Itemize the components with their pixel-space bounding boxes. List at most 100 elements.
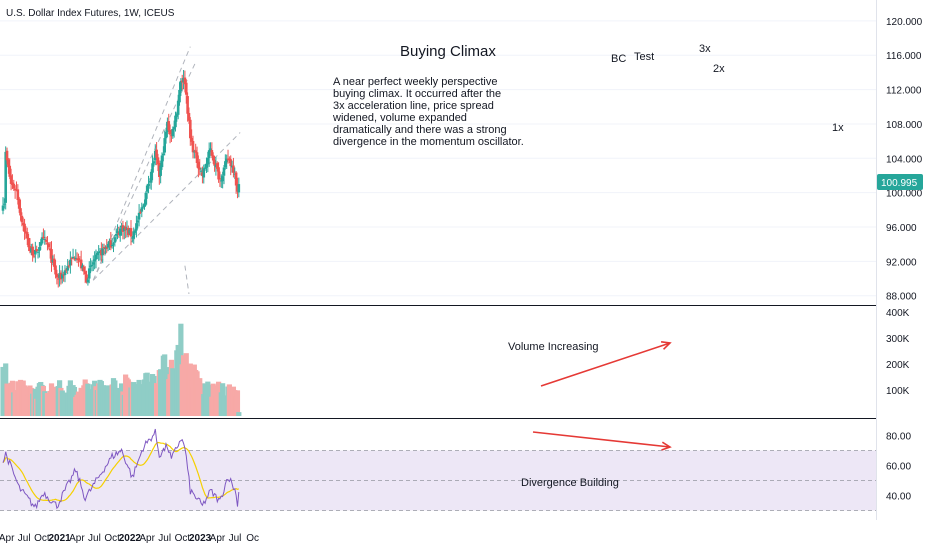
candle-body bbox=[102, 247, 106, 249]
candle-body bbox=[106, 243, 110, 248]
annotation-arrowhead bbox=[661, 441, 672, 451]
candle-body bbox=[190, 137, 193, 142]
candle-body bbox=[226, 158, 230, 160]
candle-body bbox=[11, 182, 14, 185]
acceleration-line bbox=[92, 132, 241, 281]
candle-body bbox=[7, 159, 10, 168]
candle-body bbox=[58, 273, 61, 279]
time-axis-tick: Jul bbox=[18, 533, 31, 544]
candle-body bbox=[120, 225, 123, 228]
time-axis-tick: 2023 bbox=[189, 533, 212, 544]
candle-body bbox=[210, 150, 214, 156]
candle-body bbox=[91, 262, 95, 265]
candle-body bbox=[96, 252, 99, 256]
candle-body bbox=[197, 161, 200, 169]
candle-body bbox=[209, 148, 212, 151]
candle-body bbox=[47, 243, 51, 248]
rsi-axis-tick: 40.00 bbox=[886, 492, 911, 503]
candle-body bbox=[17, 198, 21, 209]
candle-body bbox=[174, 115, 177, 128]
candle-body bbox=[136, 220, 140, 223]
candle-body bbox=[98, 251, 102, 254]
candle-body bbox=[55, 273, 59, 278]
time-axis-tick: Jul bbox=[88, 533, 101, 544]
candle-body bbox=[5, 150, 9, 161]
candle-body bbox=[46, 243, 49, 245]
volume-bar bbox=[236, 412, 242, 416]
time-axis-tick: Oct bbox=[175, 533, 191, 544]
candle-body bbox=[232, 165, 235, 173]
note-line: widened, volume expanded bbox=[332, 112, 467, 124]
price-axis-tick: 104.000 bbox=[886, 154, 923, 165]
acceleration-1x-label: 1x bbox=[832, 122, 844, 134]
candle-body bbox=[116, 231, 119, 234]
price-axis-tick: 92.000 bbox=[886, 257, 917, 268]
candle-body bbox=[29, 248, 33, 253]
candle-body bbox=[230, 165, 234, 168]
candle-body bbox=[74, 257, 78, 259]
candle-body bbox=[56, 278, 60, 280]
volume-axis-tick: 200K bbox=[886, 360, 910, 371]
time-axis-tick: Oc bbox=[246, 533, 259, 544]
annotation-arrow bbox=[532, 431, 671, 448]
price-axis-tick: 112.000 bbox=[886, 86, 922, 97]
candle-body bbox=[133, 230, 137, 233]
volume-axis-tick: 100K bbox=[886, 386, 910, 397]
candle-body bbox=[175, 113, 179, 117]
candle-body bbox=[108, 240, 111, 246]
candle-body bbox=[51, 259, 55, 262]
candle-body bbox=[144, 192, 148, 205]
price-pane-grid bbox=[0, 20, 876, 297]
candle-body bbox=[75, 258, 79, 260]
candle-body bbox=[167, 121, 171, 131]
candle-body bbox=[16, 189, 20, 201]
candle-body bbox=[4, 151, 7, 203]
candle-body bbox=[48, 248, 52, 251]
candle-body bbox=[44, 239, 48, 242]
volume-annotation: Volume Increasing bbox=[508, 341, 599, 353]
candle-body bbox=[122, 227, 126, 231]
candle-body bbox=[147, 184, 150, 186]
candle-body bbox=[71, 256, 75, 258]
candle-body bbox=[3, 203, 6, 205]
candle-body bbox=[187, 112, 191, 121]
price-axis-tick: 100.000 bbox=[886, 189, 923, 200]
candle-body bbox=[145, 185, 149, 192]
candle-body bbox=[8, 165, 12, 177]
candle-body bbox=[67, 265, 71, 267]
candle-body bbox=[228, 158, 231, 161]
candle-body bbox=[149, 171, 153, 183]
candle-body bbox=[105, 246, 109, 249]
candle-body bbox=[104, 248, 107, 250]
time-axis-tick: Apr bbox=[139, 533, 155, 544]
note-line: dramatically and there was a strong bbox=[333, 124, 507, 136]
candle-body bbox=[179, 80, 183, 92]
candle-body bbox=[132, 231, 136, 239]
candle-body bbox=[170, 135, 173, 137]
candle-body bbox=[85, 274, 88, 283]
last-price-tag: 100.995 bbox=[877, 174, 923, 190]
rsi-axis-tick: 60.00 bbox=[886, 462, 911, 473]
candle-body bbox=[90, 264, 94, 267]
candle-body bbox=[50, 249, 53, 263]
candle-body bbox=[168, 130, 172, 135]
candle-body bbox=[128, 229, 131, 234]
candle-body bbox=[60, 274, 64, 279]
note-line: buying climax. It occurred after the bbox=[333, 88, 501, 100]
candle-body bbox=[21, 222, 25, 226]
candle-body bbox=[222, 167, 226, 176]
candle-body bbox=[31, 246, 34, 256]
candle-body bbox=[9, 175, 13, 184]
candle-body bbox=[163, 138, 166, 153]
volume-bars bbox=[0, 323, 242, 416]
rsi-annotation: Divergence Building bbox=[521, 477, 619, 489]
candle-body bbox=[27, 237, 30, 248]
candle-body bbox=[127, 228, 130, 236]
rsi-axis-tick: 80.00 bbox=[886, 432, 911, 443]
acceleration-2x-label: 2x bbox=[713, 63, 725, 75]
candle-body bbox=[93, 259, 96, 262]
candle-body bbox=[221, 176, 224, 182]
y-axis-labels: 120.000 116.000 112.000 108.000 104.000 100.0… bbox=[886, 17, 923, 503]
candle-body bbox=[24, 231, 28, 234]
price-axis-tick: 116.000 bbox=[886, 51, 922, 62]
